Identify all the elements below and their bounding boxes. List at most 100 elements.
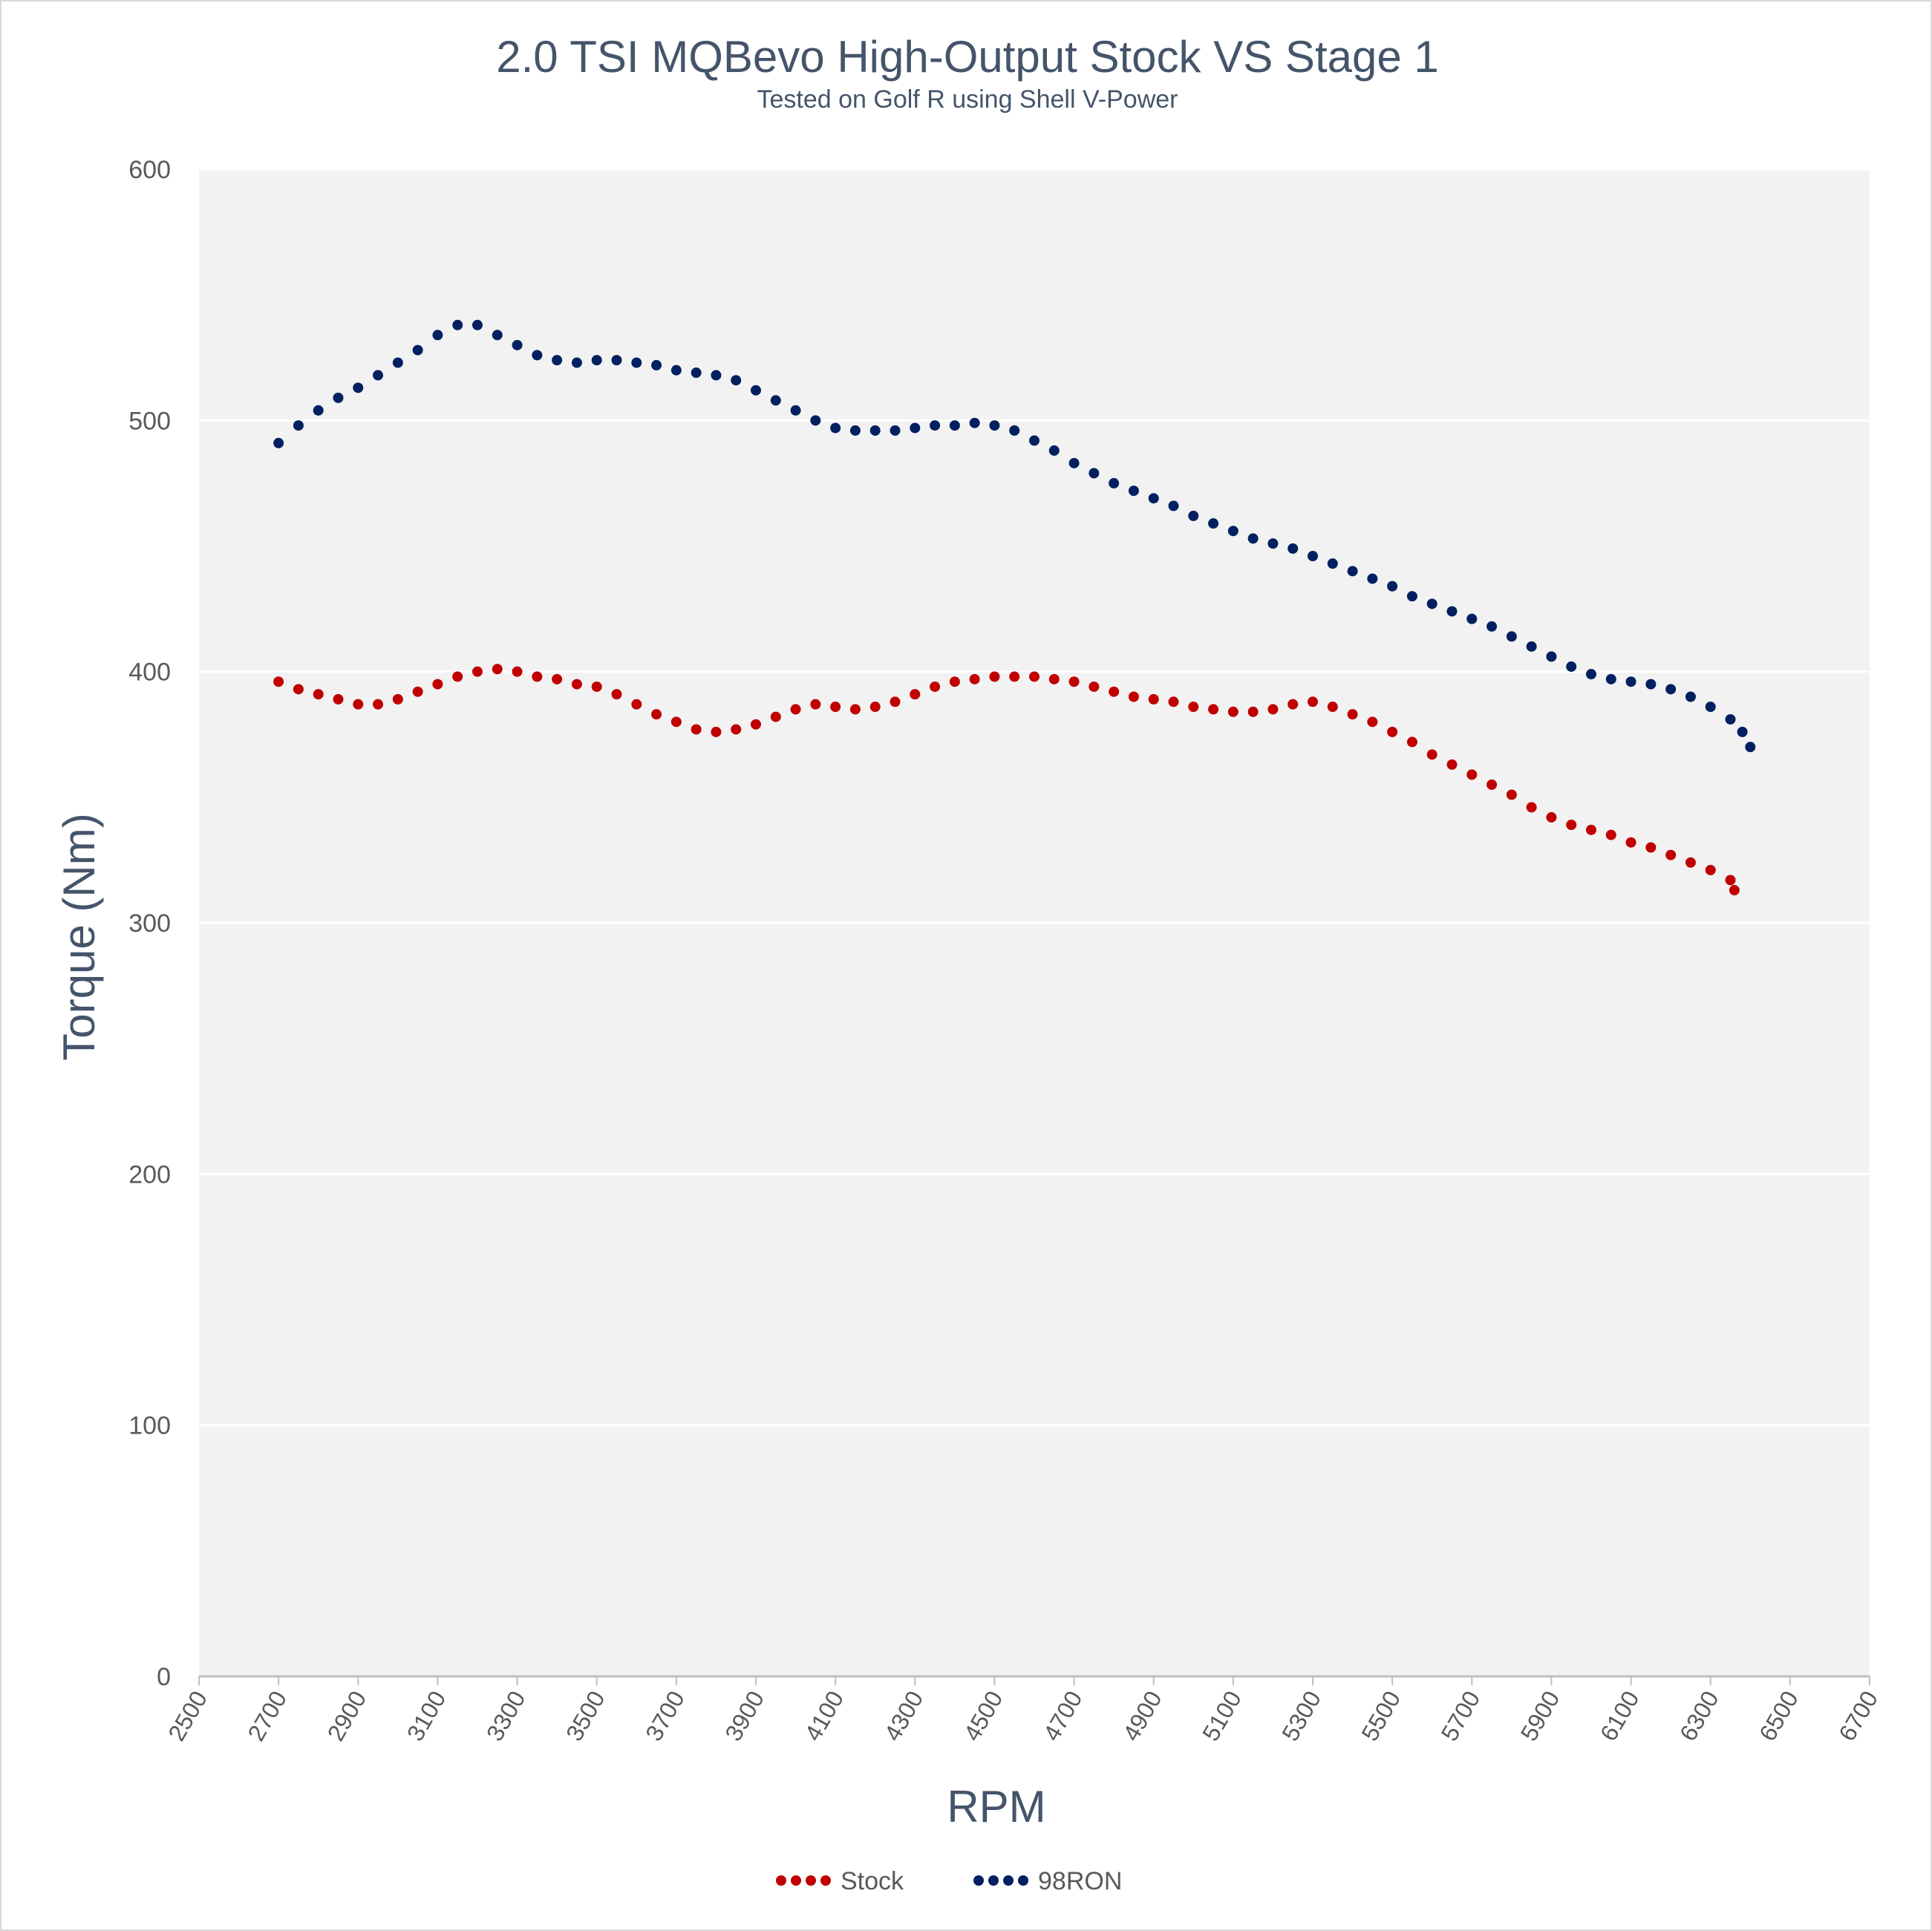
y-tick-label: 0 xyxy=(157,1663,171,1691)
y-tick-label: 100 xyxy=(128,1412,171,1440)
data-point xyxy=(1367,573,1378,584)
data-point xyxy=(552,355,563,366)
data-point xyxy=(353,382,364,393)
data-point xyxy=(1406,736,1417,748)
data-point xyxy=(273,676,284,687)
data-point xyxy=(751,719,761,730)
x-tick-label: 3900 xyxy=(719,1687,769,1746)
data-point xyxy=(731,375,742,386)
data-point xyxy=(670,716,682,728)
x-tick-label: 3500 xyxy=(561,1687,610,1746)
data-point xyxy=(1387,581,1398,592)
data-point xyxy=(532,350,543,361)
data-point xyxy=(849,425,861,436)
legend-marker xyxy=(1018,1875,1028,1886)
data-point xyxy=(1737,726,1748,737)
data-point xyxy=(1267,704,1279,715)
data-point xyxy=(930,681,941,692)
data-point xyxy=(313,405,324,416)
data-point xyxy=(532,671,543,682)
data-point xyxy=(1446,759,1458,770)
data-point xyxy=(432,330,443,341)
x-tick-label: 4300 xyxy=(879,1687,929,1746)
x-tick-label: 6700 xyxy=(1833,1687,1883,1746)
x-tick-label: 5100 xyxy=(1197,1687,1247,1746)
x-axis-title: RPM xyxy=(947,1782,1045,1832)
data-point xyxy=(949,676,960,687)
data-point xyxy=(1267,538,1279,549)
data-point xyxy=(571,357,582,368)
data-point xyxy=(1586,824,1596,835)
data-point xyxy=(1247,706,1259,717)
data-point xyxy=(611,689,622,700)
legend-marker xyxy=(791,1875,801,1886)
data-point xyxy=(1068,676,1080,687)
data-point xyxy=(1367,716,1378,728)
data-point xyxy=(1466,769,1478,780)
data-point xyxy=(731,724,742,735)
data-point xyxy=(1685,857,1696,868)
data-point xyxy=(969,417,980,428)
series-98RON xyxy=(273,319,1756,753)
data-point xyxy=(969,673,980,684)
data-point xyxy=(1729,885,1740,896)
data-point xyxy=(949,420,960,431)
x-tick-label: 5500 xyxy=(1356,1687,1406,1746)
data-point xyxy=(770,395,781,406)
data-point xyxy=(591,681,602,692)
data-point xyxy=(1526,641,1537,652)
data-point xyxy=(1009,671,1020,682)
x-tick-label: 4100 xyxy=(799,1687,849,1746)
data-point xyxy=(1705,864,1716,875)
data-point xyxy=(790,405,801,416)
data-point xyxy=(412,686,423,697)
legend-marker xyxy=(820,1875,831,1886)
y-tick-label: 600 xyxy=(128,156,171,184)
data-point xyxy=(631,699,642,710)
y-tick-label: 200 xyxy=(128,1160,171,1189)
data-point xyxy=(711,370,722,381)
data-point xyxy=(770,711,781,722)
data-point xyxy=(293,684,304,695)
data-point xyxy=(1109,686,1120,697)
legend-item: 98RON xyxy=(973,1867,1122,1895)
data-point xyxy=(1745,742,1756,753)
data-point xyxy=(1327,702,1338,713)
data-point xyxy=(1148,493,1159,504)
data-point xyxy=(890,425,901,436)
data-point xyxy=(869,425,881,436)
legend-label: 98RON xyxy=(1038,1867,1122,1895)
data-point xyxy=(1586,669,1596,680)
data-point xyxy=(1665,684,1677,695)
legend-label: Stock xyxy=(841,1867,904,1895)
data-point xyxy=(392,357,403,368)
data-point xyxy=(412,344,423,356)
data-point xyxy=(631,357,642,368)
x-tick-label: 4900 xyxy=(1117,1687,1167,1746)
x-tick-label: 5700 xyxy=(1436,1687,1486,1746)
data-point xyxy=(1048,445,1060,456)
data-point xyxy=(930,420,941,431)
data-point xyxy=(492,330,503,341)
data-point xyxy=(373,699,384,710)
data-point xyxy=(1148,693,1159,705)
data-point xyxy=(651,709,662,720)
data-point xyxy=(1109,477,1120,489)
data-point xyxy=(1208,518,1219,529)
data-point xyxy=(373,370,384,381)
data-point xyxy=(611,355,622,366)
data-point xyxy=(1426,598,1437,610)
x-tick-label: 5900 xyxy=(1515,1687,1565,1746)
data-point xyxy=(910,422,921,434)
legend: Stock 98RON xyxy=(776,1867,1122,1895)
data-point xyxy=(1068,457,1080,468)
data-point xyxy=(1387,726,1398,737)
data-point xyxy=(810,699,821,710)
data-point xyxy=(1188,510,1199,521)
data-point xyxy=(333,693,344,705)
data-point xyxy=(1546,811,1557,823)
legend-marker xyxy=(776,1875,786,1886)
data-point xyxy=(472,666,483,677)
x-axis-ticks: 2500 2700 2900 3100 3300 3500 3700 3900 4100 4300… xyxy=(163,1676,1883,1745)
